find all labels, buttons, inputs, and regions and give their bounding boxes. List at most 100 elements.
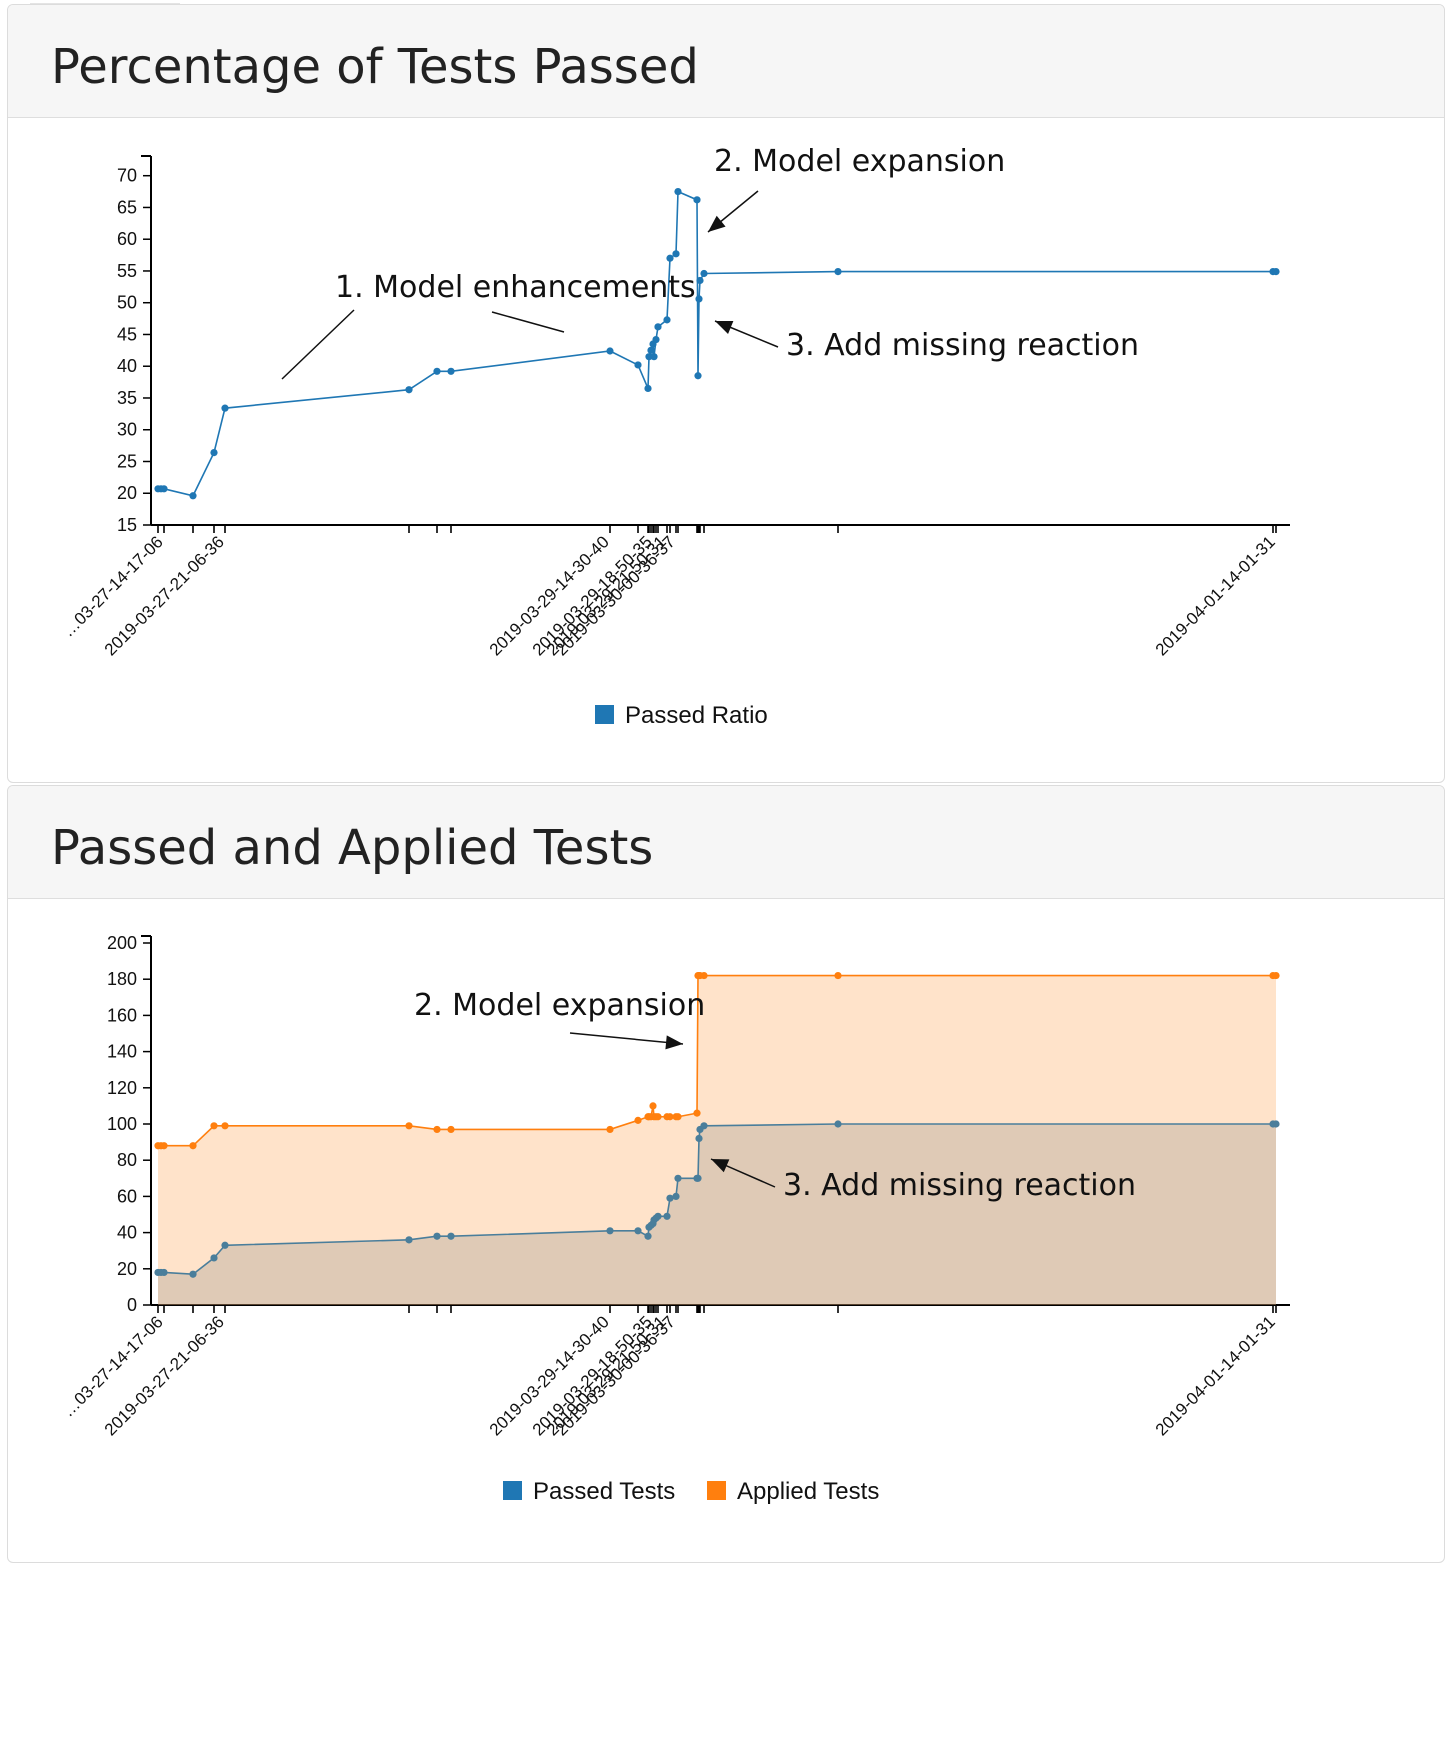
passed-tests-point bbox=[674, 1174, 682, 1182]
applied-tests-point bbox=[700, 971, 708, 980]
annotation-model-expansion: 2. Model expansion bbox=[414, 988, 705, 1023]
x-tick-label: …03-27-14-17-06 bbox=[58, 532, 166, 640]
passed-ratio-point bbox=[672, 250, 680, 258]
passed-tests-point bbox=[210, 1254, 218, 1262]
passed-ratio-point bbox=[433, 367, 441, 375]
panel-header: Passed and Applied Tests bbox=[8, 786, 1444, 899]
passed-tests-point bbox=[834, 1120, 842, 1128]
x-tick-label: 2019-03-30-00-36-37 bbox=[552, 1312, 679, 1439]
passed-tests-point bbox=[672, 1192, 680, 1200]
applied-tests-point bbox=[834, 971, 842, 980]
y-tick-label: 80 bbox=[117, 1150, 137, 1170]
passed-tests-point bbox=[606, 1227, 614, 1235]
legend-swatch bbox=[707, 1481, 726, 1500]
passed-ratio-point bbox=[694, 372, 702, 380]
applied-tests-point bbox=[447, 1125, 455, 1134]
annotation-leader bbox=[281, 309, 355, 380]
passed-ratio-point bbox=[652, 335, 660, 344]
applied-tests-point bbox=[634, 1116, 642, 1124]
passed-tests-point bbox=[221, 1241, 229, 1249]
y-tick-label: 0 bbox=[127, 1295, 137, 1315]
passed-tests-point bbox=[447, 1232, 455, 1240]
chart-passed-ratio: 152025303540455055606570…03-27-14-17-062… bbox=[58, 144, 1290, 729]
y-tick-label: 200 bbox=[107, 933, 137, 953]
y-tick-label: 15 bbox=[117, 515, 137, 535]
page-title: Percentage of Tests Passed bbox=[51, 39, 699, 95]
top-strip bbox=[0, 0, 1451, 4]
passed-tests-point bbox=[160, 1268, 168, 1277]
passed-ratio-point bbox=[634, 361, 642, 369]
chart-panel-passed-ratio: Percentage of Tests Passed 15 20 25 30 35 40 4… bbox=[7, 4, 1445, 783]
x-tick-label: 2019-03-27-21-06-36 bbox=[101, 532, 228, 659]
page-title: Passed and Applied Tests bbox=[51, 820, 654, 876]
y-tick-label: 30 bbox=[117, 420, 137, 440]
passed-tests-point bbox=[634, 1227, 642, 1235]
applied-tests-point bbox=[649, 1102, 657, 1110]
applied-tests-area bbox=[158, 975, 1276, 1305]
y-tick-label: 65 bbox=[117, 197, 137, 217]
applied-tests-point bbox=[433, 1125, 441, 1134]
passed-ratio-point bbox=[650, 353, 658, 361]
passed-tests-point bbox=[663, 1212, 671, 1220]
applied-tests-point bbox=[405, 1122, 413, 1130]
x-tick-label: 2019-03-30-00-36-37 bbox=[552, 532, 679, 659]
y-tick-label: 180 bbox=[107, 969, 137, 989]
y-tick-label: 160 bbox=[107, 1005, 137, 1025]
annotation-leader bbox=[491, 311, 565, 333]
annotation-add-missing-reaction: 3. Add missing reaction bbox=[786, 328, 1139, 363]
passed-tests-point bbox=[644, 1232, 652, 1240]
passed-ratio-point bbox=[447, 367, 455, 375]
y-tick-label: 25 bbox=[117, 451, 137, 471]
y-tick-label: 35 bbox=[117, 388, 137, 408]
passed-ratio-point bbox=[1272, 268, 1280, 276]
legend-swatch bbox=[503, 1481, 522, 1500]
passed-ratio-point bbox=[606, 347, 614, 355]
y-tick-label: 60 bbox=[117, 229, 137, 249]
applied-tests-point bbox=[210, 1122, 218, 1130]
applied-tests-point bbox=[693, 1109, 701, 1117]
y-tick-label: 55 bbox=[117, 261, 137, 281]
y-tick-label: 140 bbox=[107, 1042, 137, 1062]
passed-ratio-point bbox=[221, 404, 229, 412]
passed-ratio-point bbox=[666, 254, 674, 262]
passed-tests-point bbox=[654, 1212, 662, 1220]
top-tab bbox=[30, 0, 180, 4]
legend-label: Passed Ratio bbox=[625, 702, 768, 729]
annotation-arrow-head bbox=[665, 1035, 683, 1050]
applied-tests-point bbox=[606, 1125, 614, 1134]
y-tick-label: 40 bbox=[117, 1223, 137, 1243]
passed-ratio-point bbox=[405, 386, 413, 394]
annotation-arrow-head bbox=[711, 1159, 730, 1173]
passed-tests-point bbox=[405, 1236, 413, 1244]
applied-tests-point bbox=[654, 1113, 662, 1121]
passed-tests-point bbox=[433, 1232, 441, 1240]
passed-ratio-point bbox=[696, 276, 704, 285]
panel-header: Percentage of Tests Passed bbox=[8, 5, 1444, 118]
legend-label: Applied Tests bbox=[737, 1478, 879, 1505]
x-tick-label: 2019-04-01-14-01-31 bbox=[1152, 532, 1279, 659]
annotation-arrow bbox=[569, 1032, 684, 1045]
passed-tests-point bbox=[666, 1194, 674, 1202]
x-tick-label: …03-27-14-17-06 bbox=[58, 1312, 166, 1420]
passed-ratio-point bbox=[189, 492, 197, 500]
y-tick-label: 20 bbox=[117, 1259, 137, 1279]
y-tick-label: 70 bbox=[117, 166, 137, 186]
applied-tests-point bbox=[666, 1113, 674, 1121]
passed-tests-point bbox=[189, 1270, 197, 1278]
passed-tests-point bbox=[694, 1174, 702, 1182]
legend-swatch bbox=[595, 705, 614, 724]
y-tick-label: 50 bbox=[117, 293, 137, 313]
passed-ratio-point bbox=[644, 384, 652, 393]
y-tick-label: 40 bbox=[117, 356, 137, 376]
passed-ratio-point bbox=[160, 485, 168, 493]
passed-tests-point bbox=[700, 1122, 708, 1130]
y-tick-label: 20 bbox=[117, 483, 137, 503]
passed-tests-area bbox=[158, 1124, 1276, 1305]
passed-tests-point bbox=[695, 1134, 703, 1143]
passed-tests-point bbox=[1272, 1120, 1280, 1128]
passed-ratio-point bbox=[700, 269, 708, 278]
passed-ratio-point bbox=[645, 353, 653, 361]
y-tick-label: 60 bbox=[117, 1186, 137, 1206]
annotation-model-expansion: 2. Model expansion bbox=[714, 144, 1005, 179]
chart-panel-passed-applied: Passed and Applied Tests 0 20 40 60 80 100 120… bbox=[7, 785, 1445, 1563]
